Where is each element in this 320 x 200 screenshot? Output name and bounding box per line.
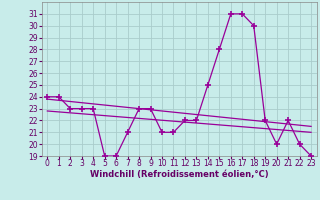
X-axis label: Windchill (Refroidissement éolien,°C): Windchill (Refroidissement éolien,°C)	[90, 170, 268, 179]
